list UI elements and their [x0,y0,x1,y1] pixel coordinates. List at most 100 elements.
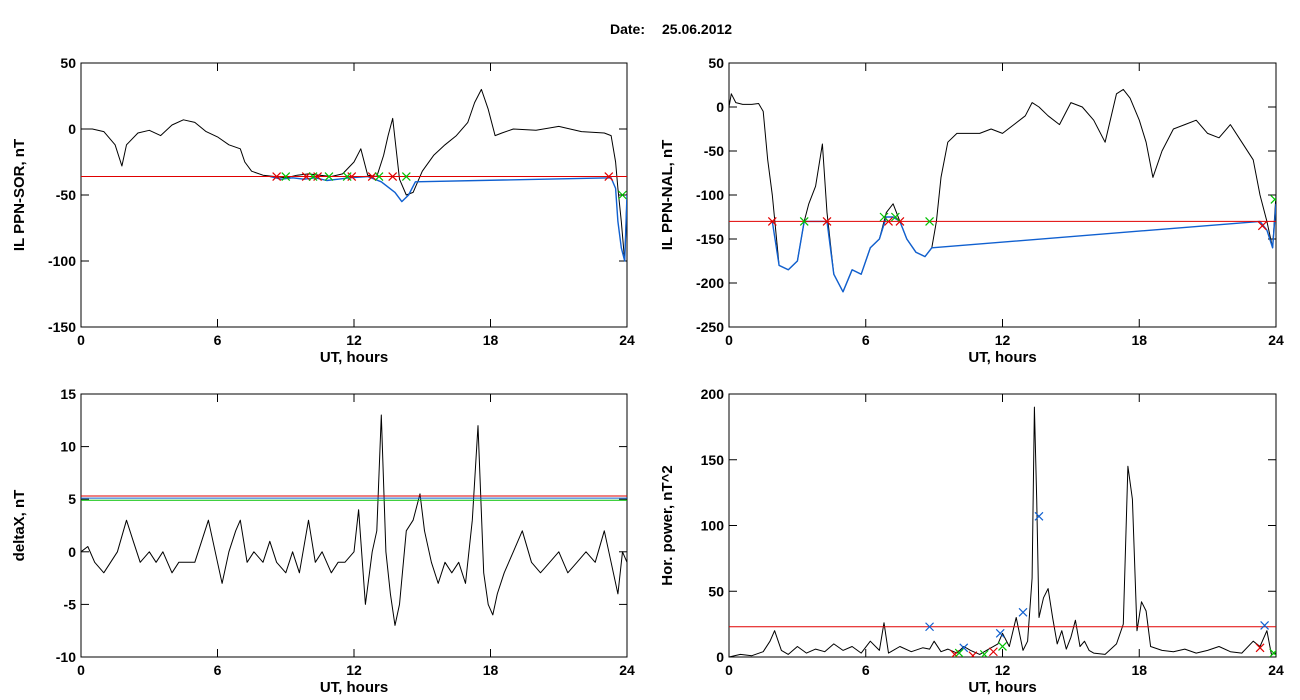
cross-marker [374,172,384,181]
y-tick-label: -10 [56,649,76,665]
panel-il-ppn-sor: 0 6 12 18 24 -150 -100 -50 0 50 UT, hours IL PPN-SO… [11,55,635,366]
y-tick-label: 5 [68,491,76,507]
cross-marker [401,172,411,181]
y-tick-label: -200 [696,275,724,291]
date-value: 25.06.2012 [662,21,732,37]
y-tick-label: -100 [696,187,724,203]
plot-area [729,88,1276,293]
y-tick-label: 50 [708,583,724,599]
series-line [729,406,1276,657]
y-tick-label: 50 [708,55,724,71]
x-tick-label: 6 [862,332,870,348]
plot-frame [80,62,628,328]
cross-marker [767,216,777,226]
cross-marker [925,216,934,226]
cross-marker [925,622,934,632]
series-line [729,88,1276,293]
y-tick-label: 200 [701,386,725,402]
y-axis-label: IL PPN-NAL, nT [659,140,676,251]
x-tick-label: 18 [483,662,499,678]
panel-il-ppn-nal: 0 6 12 18 24 -250 -200 -150 -100 -50 0 50 UT, hours I… [659,55,1284,366]
x-tick-label: 0 [725,662,733,678]
y-tick-label: -50 [704,143,724,159]
cross-marker [1270,194,1276,204]
x-tick-label: 12 [995,662,1011,678]
x-tick-label: 12 [346,332,362,348]
cross-marker [1260,621,1270,630]
cross-marker [995,628,1005,638]
cross-marker [604,172,614,181]
cross-marker [998,642,1007,651]
series-line [771,203,1276,293]
series-line [81,414,627,626]
x-tick-label: 24 [1268,332,1284,348]
x-tick-label: 12 [995,332,1011,348]
x-tick-label: 6 [862,662,870,678]
y-tick-label: 150 [701,452,725,468]
x-axis-label: UT, hours [968,349,1036,366]
cross-marker [822,216,832,226]
cross-marker [367,172,377,181]
y-tick-label: 0 [68,121,76,137]
cross-marker [281,172,291,181]
cross-marker [301,172,311,181]
x-tick-label: 18 [483,332,499,348]
y-tick-label: -5 [64,596,77,612]
y-tick-label: 0 [716,99,724,115]
y-axis-label: IL PPN-SOR, nT [11,139,28,251]
x-axis-label: UT, hours [320,679,388,696]
plot-frame [80,393,628,658]
cross-marker [979,649,989,657]
x-tick-label: 18 [1131,662,1147,678]
y-axis-label: Hor. power, nT^2 [659,465,676,585]
y-axis-label: deltaX, nT [11,490,28,562]
plot-area [729,406,1276,657]
cross-marker [890,212,900,222]
x-tick-label: 24 [619,662,635,678]
cross-marker [879,212,889,222]
x-tick-label: 24 [1268,662,1284,678]
cross-marker [388,172,398,181]
date-label: Date: [610,21,645,37]
plot-frame [728,393,1277,658]
x-tick-label: 12 [346,662,362,678]
cross-marker [324,172,334,181]
cross-marker [954,648,964,657]
y-tick-label: 50 [60,55,76,71]
y-tick-label: 100 [701,518,725,534]
cross-marker [272,172,282,181]
cross-marker [799,216,809,226]
x-tick-label: 6 [214,662,222,678]
y-tick-label: -250 [696,319,724,335]
cross-marker [308,172,318,181]
y-tick-label: 10 [60,439,76,455]
y-tick-label: 0 [716,649,724,665]
plot-area [81,414,627,626]
y-tick-label: -150 [696,231,724,247]
x-tick-label: 18 [1131,332,1147,348]
cross-marker [1257,221,1267,231]
y-tick-label: -100 [48,253,76,269]
series-line [269,175,627,262]
x-axis-label: UT, hours [320,349,388,366]
cross-marker [988,647,998,657]
cross-marker [1269,648,1276,657]
y-tick-label: 0 [68,544,76,560]
cross-marker [968,651,978,657]
plot-area [81,88,627,262]
series-line [81,88,627,262]
cross-marker [1255,643,1265,653]
x-tick-label: 0 [77,662,85,678]
y-tick-label: -50 [56,187,76,203]
x-tick-label: 24 [619,332,635,348]
plot-frame [728,62,1277,328]
y-tick-label: 15 [60,386,76,402]
cross-marker [1034,511,1044,521]
cross-marker [342,172,352,181]
panel-deltax: 0 6 12 18 24 -10 -5 0 5 10 15 UT, hours deltaX, nT [11,386,635,696]
x-axis-label: UT, hours [968,679,1036,696]
panel-hor-power: 0 6 12 18 24 0 50 100 150 200 UT, hours Hor. power,… [659,386,1284,696]
x-tick-label: 0 [77,332,85,348]
x-tick-label: 6 [214,332,222,348]
